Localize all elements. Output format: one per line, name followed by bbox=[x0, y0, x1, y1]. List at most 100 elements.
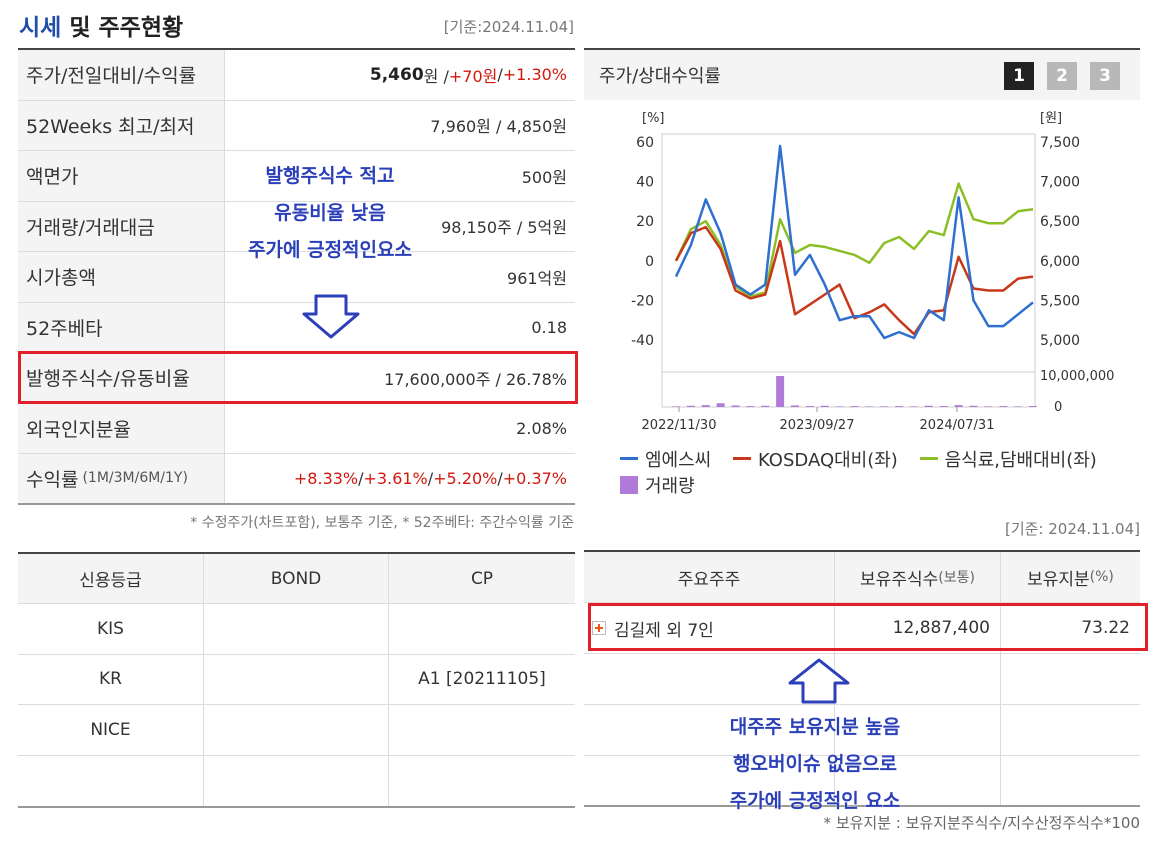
price-table: 주가/전일대비/수익률 5,460 원 / +70원 / +1.30% 52Wee… bbox=[18, 48, 575, 505]
shares-header-unit: (보통) bbox=[938, 570, 975, 586]
x-tick-label: 2024/07/31 bbox=[920, 418, 995, 433]
chart-pager: 1 2 3 bbox=[1004, 62, 1120, 90]
legend-item-stock: 엠에스씨 bbox=[620, 446, 711, 472]
market-cap-value: 961억원 bbox=[507, 268, 567, 288]
annotation-line: 발행주식수 적고 bbox=[265, 165, 395, 187]
credit-agency: KR bbox=[18, 654, 204, 704]
chart-panel: 주가/상대수익률 1 2 3 [%] [원] 60 40 20 0 -20 -40 7,500 7… bbox=[584, 48, 1140, 503]
y-right-tick-label: 7,000 bbox=[1040, 175, 1080, 191]
return-1y: +0.37% bbox=[502, 468, 567, 488]
y-right-tick-label: 5,000 bbox=[1040, 333, 1080, 349]
legend-line-sector bbox=[919, 457, 938, 460]
shareholder-name[interactable]: 김길제 외 7인 bbox=[614, 620, 714, 641]
legend-item-kosdaq: KOSDAQ대비(좌) bbox=[732, 446, 898, 472]
shareholder-header: 보유주식수 (보통) bbox=[835, 552, 1001, 602]
section-title-rest: 및 주주현황 bbox=[61, 15, 184, 41]
volume-bar bbox=[939, 406, 948, 407]
chart-page-2-button[interactable]: 2 bbox=[1047, 62, 1077, 90]
price-label: 거래량/거래대금 bbox=[18, 201, 225, 251]
annotation-line: 유동비율 낮음 bbox=[274, 202, 386, 224]
volume-bar bbox=[865, 406, 874, 407]
volume-bar bbox=[1014, 406, 1023, 407]
credit-agency bbox=[18, 755, 204, 806]
shareholder-row-empty bbox=[584, 654, 1140, 705]
legend-label: KOSDAQ대비(좌) bbox=[757, 449, 898, 471]
legend-item-sector: 음식료,담배대비(좌) bbox=[919, 446, 1097, 472]
section-title-accent: 시세 bbox=[19, 15, 62, 41]
volume-bar bbox=[1029, 406, 1037, 407]
price-label: 외국인지분율 bbox=[18, 403, 225, 453]
y-right-tick-label: 5,500 bbox=[1040, 293, 1080, 309]
legend-line-kosdaq bbox=[732, 457, 751, 460]
up-arrow-icon bbox=[788, 658, 850, 704]
volume-row: 거래량/거래대금 98,150주 / 5억원 bbox=[18, 201, 575, 252]
empty-cell bbox=[1001, 705, 1140, 755]
y-right-unit: [원] bbox=[1040, 111, 1062, 126]
highlight-box-shares bbox=[18, 351, 578, 404]
credit-agency: KIS bbox=[18, 604, 204, 654]
shareholder-note: * 보유지분 : 보유지분주식수/지수산정주식수*100 bbox=[823, 814, 1140, 832]
credit-cp bbox=[389, 756, 575, 807]
beta-value: 0.18 bbox=[531, 317, 567, 337]
price-change: +70원 bbox=[448, 66, 498, 86]
credit-table: 신용등급 BOND CP KIS KR A1 [20211105] NICE bbox=[18, 552, 575, 808]
return-1m: +8.33% bbox=[293, 468, 359, 488]
y-right-tick-label: 7,500 bbox=[1040, 135, 1080, 151]
volume-bar bbox=[910, 406, 918, 407]
market-cap-row: 시가총액 961억원 bbox=[18, 252, 575, 303]
price-label: 수익률 (1M/3M/6M/1Y) bbox=[18, 454, 225, 503]
high-low-row: 52Weeks 최고/최저 7,960원 / 4,850원 bbox=[18, 100, 575, 151]
empty-cell bbox=[835, 654, 1001, 704]
series-line-kosdaq bbox=[674, 225, 1034, 336]
legend-box-volume bbox=[620, 475, 638, 494]
y-left-unit: [%] bbox=[642, 111, 665, 126]
returns-sep: / bbox=[497, 468, 503, 488]
return-6m: +5.20% bbox=[433, 468, 498, 488]
legend-label: 거래량 bbox=[645, 475, 695, 497]
shareholder-base-date: [기준: 2024.11.04] bbox=[1004, 520, 1140, 538]
y-right-tick-label: 6,500 bbox=[1040, 214, 1080, 230]
price-unit: 원 / bbox=[423, 66, 449, 86]
returns-label: 수익률 bbox=[26, 468, 79, 491]
volume-bar bbox=[672, 406, 680, 407]
shareholder-table: 주요주주 보유주식수 (보통) 보유지분 (%) 김길제 외 7인 12,887,4… bbox=[584, 550, 1140, 807]
annotation-right: 대주주 보유지분 높음 행오버이슈 없음으로 주가에 긍정적인 요소 bbox=[680, 709, 950, 820]
section-title: 시세 및 주주현황 bbox=[19, 8, 183, 42]
credit-bond bbox=[204, 654, 389, 704]
price-label: 액면가 bbox=[18, 151, 225, 201]
chart-title: 주가/상대수익률 bbox=[584, 50, 1140, 100]
annotation-line: 행오버이슈 없음으로 bbox=[733, 753, 897, 775]
y-left-tick-label: 20 bbox=[636, 214, 654, 230]
y-left-tick-label: 0 bbox=[645, 254, 654, 270]
shareholder-name-cell: 김길제 외 7인 bbox=[584, 603, 835, 653]
credit-header: CP bbox=[470, 568, 494, 589]
empty-cell bbox=[584, 705, 835, 755]
chart-page-3-button[interactable]: 3 bbox=[1090, 62, 1120, 90]
volume-bar bbox=[820, 405, 829, 407]
legend-label: 음식료,담배대비(좌) bbox=[944, 449, 1097, 471]
credit-bond bbox=[204, 755, 389, 806]
credit-cp bbox=[389, 604, 575, 654]
annotation-left: 발행주식수 적고 유동비율 낮음 주가에 긍정적인요소 bbox=[200, 158, 460, 269]
high-low-value: 7,960원 / 4,850원 bbox=[430, 117, 567, 137]
volume-bar bbox=[984, 406, 993, 407]
series-line-stock bbox=[674, 144, 1034, 340]
stake-header: 보유지분 bbox=[1027, 569, 1090, 590]
price-label: 시가총액 bbox=[18, 252, 225, 302]
legend-item-volume: 거래량 bbox=[620, 472, 695, 498]
empty-cell bbox=[835, 756, 1001, 805]
volume-bar bbox=[746, 406, 755, 407]
empty-cell bbox=[1001, 654, 1140, 704]
stake-header-unit: (%) bbox=[1089, 569, 1114, 585]
chart-page-1-button[interactable]: 1 bbox=[1004, 62, 1034, 90]
base-date: [기준:2024.11.04] bbox=[443, 18, 574, 36]
expand-plus-icon[interactable] bbox=[592, 621, 606, 635]
return-3m: +3.61% bbox=[363, 468, 428, 488]
empty-cell bbox=[584, 756, 835, 805]
y-left-tick-label: -20 bbox=[631, 293, 654, 309]
empty-cell bbox=[1001, 756, 1140, 805]
price-label: 52Weeks 최고/최저 bbox=[18, 100, 225, 150]
chart-legend: 엠에스씨 KOSDAQ대비(좌) 음식료,담배대비(좌) 거래량 bbox=[620, 444, 1140, 499]
credit-row: KR A1 [20211105] bbox=[18, 654, 575, 705]
legend-label: 엠에스씨 bbox=[645, 449, 712, 471]
